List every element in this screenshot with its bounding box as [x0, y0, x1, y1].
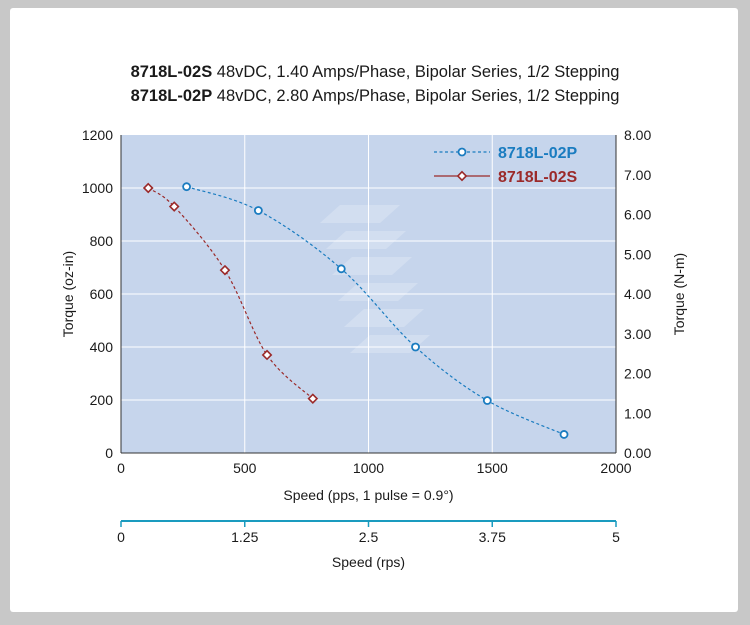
x-tick-label: 500: [233, 460, 257, 476]
legend: 8718L-02P 8718L-02S: [434, 145, 577, 186]
x-tick-label: 1000: [353, 460, 384, 476]
legend-label-8718L-02S: 8718L-02S: [498, 169, 577, 186]
watermark-bar: [332, 257, 412, 275]
series-line-8718L-02S: [147, 187, 314, 400]
y-right-tick-label: 0.00: [624, 445, 651, 461]
data-point-8718L-02S: [168, 201, 180, 212]
y-right-tick-label: 5.00: [624, 246, 651, 262]
data-point-8718L-02P: [336, 264, 346, 274]
series-layer: [142, 182, 569, 439]
y-right-tick-label: 3.00: [624, 326, 651, 342]
y-left-tick-label: 200: [90, 392, 114, 408]
y-right-tick-label: 4.00: [624, 286, 651, 302]
y-right-tick-label: 8.00: [624, 127, 651, 143]
x-tick-label: 2000: [600, 460, 631, 476]
legend-label-8718L-02P: 8718L-02P: [498, 145, 577, 162]
data-point-8718L-02P: [559, 430, 569, 439]
rps-tick-label: 0: [117, 529, 125, 545]
rps-tick-label: 2.5: [359, 529, 379, 545]
rps-axis: 0 1.25 2.5 3.75 5: [117, 520, 620, 545]
watermark-bar: [344, 309, 424, 327]
series-line-8718L-02P: [186, 186, 565, 435]
y-right-tick-label: 6.00: [624, 207, 651, 223]
chart-title: 8718L-02S 48vDC, 1.40 Amps/Phase, Bipola…: [0, 60, 750, 108]
title-desc-p: 48vDC, 2.80 Amps/Phase, Bipolar Series, …: [212, 87, 620, 105]
y-right-tick-label: 1.00: [624, 405, 651, 421]
data-point-8718L-02P: [482, 396, 492, 405]
grid-lines: [121, 135, 616, 453]
rps-tick-label: 1.25: [231, 529, 258, 545]
title-line-2: 8718L-02P 48vDC, 2.80 Amps/Phase, Bipola…: [0, 84, 750, 108]
legend-marker-8718L-02P: [457, 147, 467, 157]
title-model-p: 8718L-02P: [130, 87, 213, 105]
data-point-8718L-02S: [219, 264, 231, 276]
y-left-tick-label: 600: [90, 286, 114, 302]
data-point-8718L-02P: [411, 342, 420, 352]
data-point-8718L-02S: [307, 393, 319, 405]
data-point-8718L-02S: [142, 182, 154, 194]
title-model-s: 8718L-02S: [130, 63, 213, 81]
legend-marker-8718L-02S: [456, 170, 468, 182]
watermark-bar: [350, 335, 430, 353]
y-right-tick-label: 7.00: [624, 167, 651, 183]
title-line-1: 8718L-02S 48vDC, 1.40 Amps/Phase, Bipola…: [0, 60, 750, 84]
data-point-8718L-02P: [182, 182, 191, 192]
rps-tick-label: 5: [612, 529, 620, 545]
x-tick-label: 0: [117, 460, 125, 476]
y-axis-left-label: Torque (oz-in): [60, 251, 76, 337]
y-right-tick-label: 2.00: [624, 366, 651, 382]
watermark-logo: [320, 205, 430, 353]
y-left-tick-label: 1200: [82, 127, 113, 143]
watermark-bar: [320, 205, 400, 223]
rps-tick-label: 3.75: [479, 529, 506, 545]
tick-labels: 0 500 1000 1500 2000 0 200 400 600 800 1000 1200 0.0…: [82, 127, 652, 476]
watermark-bar: [338, 283, 418, 301]
y-left-tick-label: 1000: [82, 180, 113, 196]
x-axis-label: Speed (pps, 1 pulse = 0.9°): [283, 487, 453, 503]
y-axis-right-label: Torque (N-m): [671, 253, 687, 335]
y-left-tick-label: 400: [90, 339, 114, 355]
data-point-8718L-02P: [253, 206, 263, 215]
x-tick-label: 1500: [477, 460, 508, 476]
y-left-tick-label: 0: [105, 445, 113, 461]
axes: [120, 135, 617, 454]
data-point-8718L-02S: [261, 349, 273, 361]
title-desc-s: 48vDC, 1.40 Amps/Phase, Bipolar Series, …: [212, 63, 620, 81]
watermark-bar: [326, 231, 406, 249]
rps-axis-label: Speed (rps): [332, 554, 405, 570]
y-left-tick-label: 800: [90, 233, 114, 249]
